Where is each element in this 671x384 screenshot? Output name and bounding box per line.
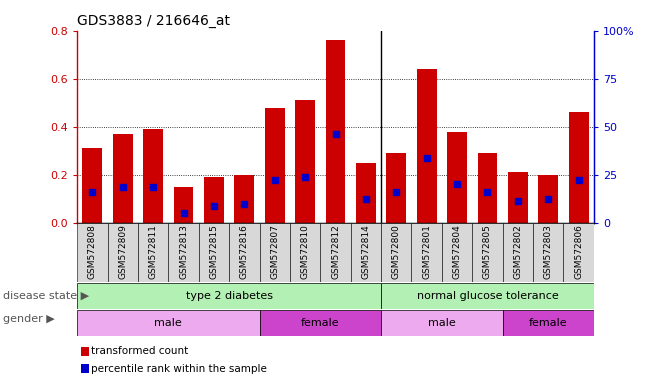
FancyBboxPatch shape (199, 223, 229, 282)
Bar (204, 177, 224, 223)
Bar (234, 175, 254, 223)
Text: GSM572806: GSM572806 (574, 225, 583, 280)
Text: GSM572800: GSM572800 (392, 225, 401, 280)
Text: normal glucose tolerance: normal glucose tolerance (417, 291, 558, 301)
Text: GSM572815: GSM572815 (209, 225, 219, 280)
FancyBboxPatch shape (381, 310, 503, 336)
Text: type 2 diabetes: type 2 diabetes (186, 291, 272, 301)
Bar (174, 187, 193, 223)
FancyBboxPatch shape (381, 223, 411, 282)
Bar (508, 172, 527, 223)
Text: transformed count: transformed count (91, 346, 188, 356)
Text: male: male (154, 318, 183, 328)
Bar (417, 69, 437, 223)
FancyBboxPatch shape (442, 223, 472, 282)
Bar (386, 153, 406, 223)
FancyBboxPatch shape (411, 223, 442, 282)
FancyBboxPatch shape (320, 223, 351, 282)
Text: GSM572805: GSM572805 (483, 225, 492, 280)
FancyBboxPatch shape (503, 223, 533, 282)
FancyBboxPatch shape (381, 283, 594, 309)
FancyBboxPatch shape (290, 223, 320, 282)
Text: GDS3883 / 216646_at: GDS3883 / 216646_at (77, 14, 230, 28)
Text: GSM572816: GSM572816 (240, 225, 249, 280)
Text: GSM572807: GSM572807 (270, 225, 279, 280)
Text: GSM572814: GSM572814 (362, 225, 370, 279)
Bar (569, 112, 588, 223)
FancyBboxPatch shape (77, 223, 107, 282)
Text: GSM572810: GSM572810 (301, 225, 309, 280)
Text: disease state ▶: disease state ▶ (3, 291, 89, 301)
Bar (144, 129, 163, 223)
Text: GSM572809: GSM572809 (118, 225, 127, 280)
FancyBboxPatch shape (351, 223, 381, 282)
Bar (447, 131, 467, 223)
Bar (356, 163, 376, 223)
FancyBboxPatch shape (503, 310, 594, 336)
Text: female: female (301, 318, 340, 328)
FancyBboxPatch shape (107, 223, 138, 282)
Text: percentile rank within the sample: percentile rank within the sample (91, 364, 266, 374)
Text: GSM572801: GSM572801 (422, 225, 431, 280)
Text: female: female (529, 318, 568, 328)
FancyBboxPatch shape (564, 223, 594, 282)
Bar (265, 108, 285, 223)
FancyBboxPatch shape (260, 223, 290, 282)
FancyBboxPatch shape (138, 223, 168, 282)
Text: GSM572802: GSM572802 (513, 225, 522, 279)
FancyBboxPatch shape (229, 223, 260, 282)
Text: GSM572811: GSM572811 (149, 225, 158, 280)
Text: GSM572804: GSM572804 (452, 225, 462, 279)
FancyBboxPatch shape (472, 223, 503, 282)
Bar (295, 100, 315, 223)
FancyBboxPatch shape (77, 310, 260, 336)
Bar (83, 148, 102, 223)
Text: gender ▶: gender ▶ (3, 314, 55, 324)
FancyBboxPatch shape (260, 310, 381, 336)
FancyBboxPatch shape (533, 223, 564, 282)
Bar (325, 40, 346, 223)
Bar (478, 153, 497, 223)
Text: GSM572808: GSM572808 (88, 225, 97, 280)
Text: GSM572803: GSM572803 (544, 225, 553, 280)
FancyBboxPatch shape (77, 283, 381, 309)
Bar (113, 134, 133, 223)
Text: male: male (428, 318, 456, 328)
Text: GSM572812: GSM572812 (331, 225, 340, 279)
Text: GSM572813: GSM572813 (179, 225, 188, 280)
Bar (538, 175, 558, 223)
FancyBboxPatch shape (168, 223, 199, 282)
